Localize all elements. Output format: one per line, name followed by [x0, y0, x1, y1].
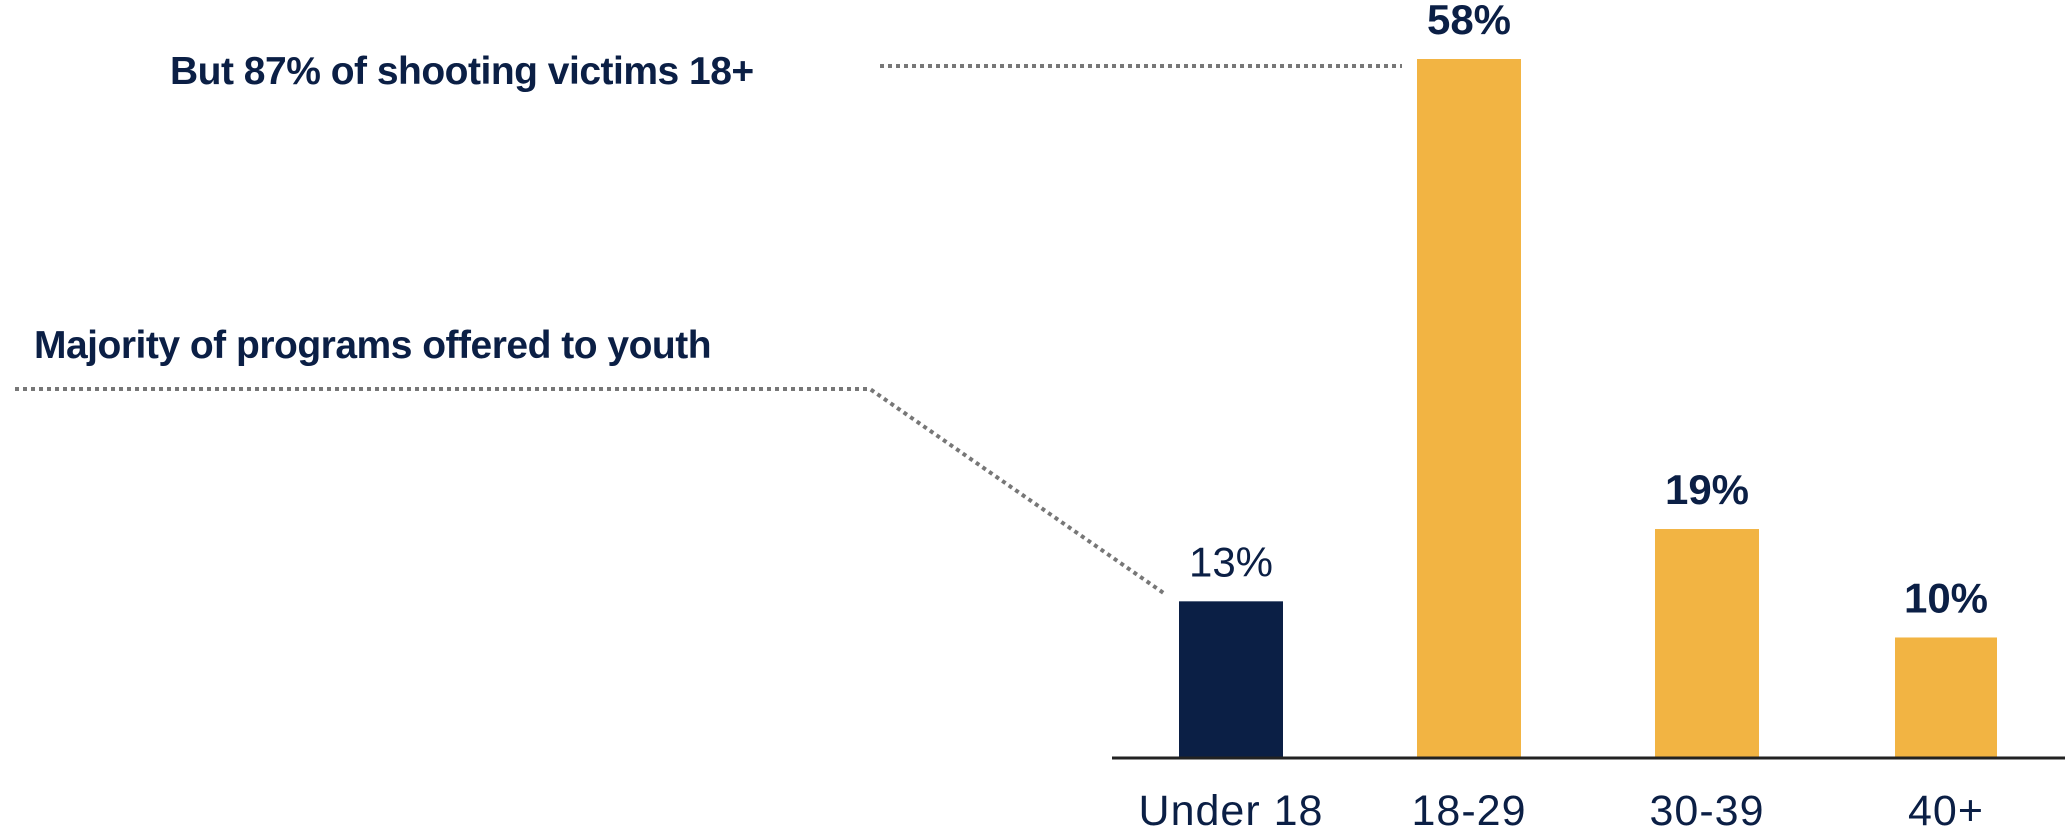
annotation-youth-leader	[15, 389, 1165, 594]
value-labels-group: 13% 58% 19% 10%	[1189, 0, 1988, 621]
category-label-1: Under 18	[1139, 787, 1324, 832]
category-labels-group: Under 18 18-29 30-39 40+	[1139, 787, 1984, 832]
bar-1	[1179, 601, 1283, 758]
bar-3	[1655, 529, 1759, 758]
value-label-1: 13%	[1189, 538, 1273, 585]
value-label-2: 58%	[1427, 0, 1511, 43]
value-label-3: 19%	[1665, 466, 1749, 513]
category-label-4: 40+	[1908, 787, 1984, 832]
bars-group	[1179, 59, 1997, 758]
category-label-2: 18-29	[1412, 787, 1527, 832]
bar-4	[1895, 637, 1997, 758]
value-label-4: 10%	[1904, 574, 1988, 621]
annotation-adults: But 87% of shooting victims 18+	[170, 50, 754, 93]
bar-2	[1417, 59, 1521, 758]
annotation-youth: Majority of programs offered to youth	[34, 324, 711, 367]
category-label-3: 30-39	[1650, 787, 1765, 832]
